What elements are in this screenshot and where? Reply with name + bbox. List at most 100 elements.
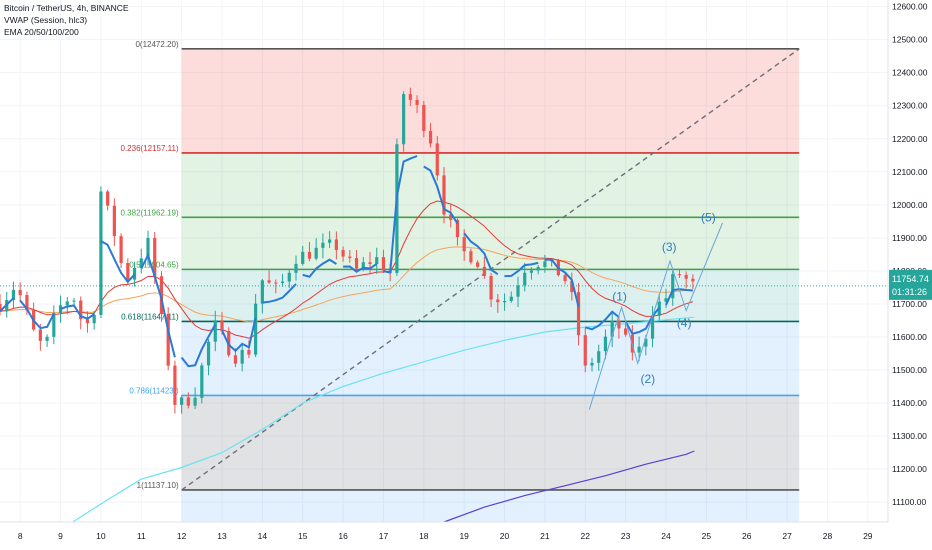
candle-body bbox=[509, 296, 513, 301]
candle-body bbox=[72, 300, 76, 302]
time-tick-label: 14 bbox=[258, 531, 268, 541]
fib-level-label: 0.618(11647.11) bbox=[121, 312, 179, 321]
candle-body bbox=[287, 272, 291, 282]
fib-zone bbox=[181, 395, 800, 490]
candle-body bbox=[274, 282, 278, 284]
candle-body bbox=[435, 143, 439, 176]
candle-body bbox=[106, 191, 110, 206]
candle-body bbox=[307, 251, 312, 259]
candle-body bbox=[11, 289, 16, 300]
candle-body bbox=[677, 274, 682, 276]
candle-body bbox=[166, 313, 170, 366]
price-tag bbox=[889, 269, 932, 300]
price-tick-label: 12200.00 bbox=[892, 134, 928, 144]
price-tick-label: 12300.00 bbox=[892, 101, 928, 111]
candle-body bbox=[294, 263, 298, 273]
price-tick-label: 11300.00 bbox=[892, 431, 927, 441]
candle-body bbox=[334, 239, 338, 250]
time-tick-label: 8 bbox=[18, 531, 23, 541]
candle-body bbox=[348, 256, 352, 259]
candle-body bbox=[314, 247, 318, 259]
candle-body bbox=[126, 262, 130, 280]
time-tick-label: 19 bbox=[459, 531, 469, 541]
time-tick-label: 11 bbox=[137, 531, 146, 541]
time-tick-label: 26 bbox=[742, 531, 752, 541]
candle-body bbox=[45, 336, 49, 341]
candle-body bbox=[570, 281, 574, 293]
price-tag-value: 11754.74 bbox=[892, 274, 929, 284]
candle-body bbox=[381, 257, 386, 271]
candle-body bbox=[267, 280, 271, 283]
price-tick-label: 11900.00 bbox=[892, 233, 927, 243]
candle-body bbox=[543, 261, 547, 267]
vwap-line bbox=[0, 155, 693, 368]
candle-body bbox=[220, 320, 224, 331]
candle-body bbox=[328, 239, 332, 243]
candle-body bbox=[301, 251, 305, 264]
candle-body bbox=[368, 262, 372, 265]
symbol-title: Bitcoin / TetherUS, 4h, BINANCE bbox=[4, 3, 129, 13]
candle-body bbox=[375, 257, 379, 265]
candle-body bbox=[354, 258, 359, 269]
fib-zone bbox=[181, 217, 800, 270]
candle-body bbox=[644, 338, 648, 347]
candle-body bbox=[99, 191, 103, 315]
candle-body bbox=[254, 303, 258, 355]
wave-label: (1) bbox=[612, 290, 627, 304]
candle-body bbox=[213, 320, 217, 342]
candle-body bbox=[502, 300, 507, 303]
fib-level-label: 0.786(11423.) bbox=[129, 386, 179, 395]
candle-body bbox=[321, 242, 325, 248]
candle-body bbox=[193, 397, 197, 406]
time-tick-label: 22 bbox=[581, 531, 591, 541]
wave-label: (4) bbox=[677, 316, 692, 330]
candle-body bbox=[650, 315, 655, 339]
wave-label: (3) bbox=[662, 240, 677, 254]
wave-label: (2) bbox=[641, 372, 656, 386]
candle-body bbox=[180, 397, 184, 405]
candle-body bbox=[455, 219, 460, 238]
candle-body bbox=[408, 94, 412, 100]
fib-zone bbox=[181, 321, 800, 396]
candle-body bbox=[482, 266, 486, 276]
time-tick-label: 9 bbox=[58, 531, 63, 541]
candle-body bbox=[516, 285, 520, 297]
time-tick-label: 16 bbox=[338, 531, 348, 541]
candle-body bbox=[610, 320, 614, 337]
candle-body bbox=[603, 336, 608, 352]
candle-body bbox=[25, 295, 29, 311]
price-tick-label: 12400.00 bbox=[892, 68, 928, 78]
elliott-wave-path bbox=[588, 222, 723, 410]
candle-body bbox=[38, 329, 42, 341]
fib-level-label: 1(11137.10) bbox=[137, 481, 179, 490]
time-tick-label: 23 bbox=[621, 531, 631, 541]
candle-body bbox=[173, 365, 177, 405]
candle-body bbox=[563, 275, 567, 282]
candle-body bbox=[395, 144, 399, 273]
time-tick-label: 15 bbox=[298, 531, 308, 541]
candle-body bbox=[597, 351, 601, 363]
candle-body bbox=[428, 130, 433, 144]
candle-body bbox=[280, 281, 285, 284]
candle-body bbox=[402, 94, 406, 145]
time-tick-label: 13 bbox=[217, 531, 227, 541]
candle-body bbox=[523, 272, 527, 286]
candle-body bbox=[92, 314, 96, 324]
candle-body bbox=[422, 104, 426, 131]
candle-body bbox=[476, 262, 480, 267]
fib-level-label: 0(12472.20) bbox=[135, 40, 178, 49]
candle-body bbox=[496, 299, 500, 303]
candle-body bbox=[684, 274, 688, 279]
candle-body bbox=[489, 275, 493, 300]
fib-level-label: 0.382(11962.19) bbox=[121, 208, 179, 217]
fib-zone bbox=[181, 152, 800, 218]
time-tick-label: 17 bbox=[379, 531, 389, 541]
price-tick-label: 12100.00 bbox=[892, 167, 928, 177]
candle-body bbox=[462, 237, 466, 252]
time-tick-label: 21 bbox=[540, 531, 550, 541]
candle-body bbox=[469, 251, 473, 263]
time-tick-label: 12 bbox=[177, 531, 187, 541]
candle-body bbox=[449, 214, 453, 220]
